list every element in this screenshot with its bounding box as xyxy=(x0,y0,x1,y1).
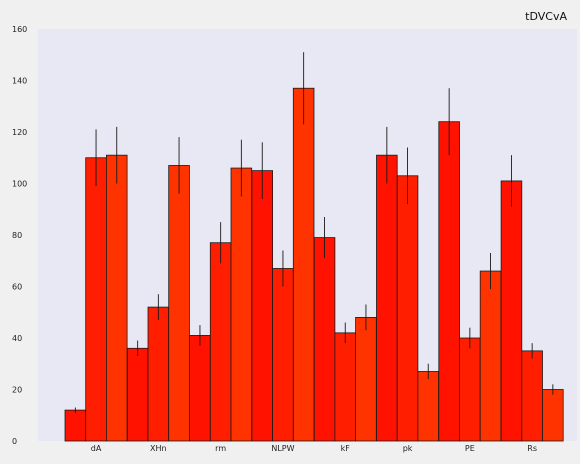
y-tick-label: 60 xyxy=(12,283,22,292)
y-tick-label: 20 xyxy=(12,386,22,395)
y-tick-label: 160 xyxy=(12,25,27,34)
bar xyxy=(542,389,564,442)
x-tick-label: PE xyxy=(465,444,475,453)
x-tick-label: kF xyxy=(341,444,351,453)
x-tick-label: Rs xyxy=(527,444,537,453)
bar xyxy=(189,335,211,442)
y-tick-label: 100 xyxy=(12,180,27,189)
y-tick-label: 40 xyxy=(12,334,22,343)
bar xyxy=(230,167,253,442)
x-tick-label: rm xyxy=(215,444,226,453)
chart-title: tDVCvA xyxy=(525,10,567,23)
bars-group xyxy=(64,87,564,442)
bar xyxy=(85,157,107,442)
bar xyxy=(251,170,273,442)
y-tick-label: 80 xyxy=(12,231,22,240)
y-tick-label: 120 xyxy=(12,128,27,137)
bar xyxy=(106,154,128,442)
bar xyxy=(355,316,377,442)
bar xyxy=(521,350,543,442)
y-axis: 0 20 40 60 80 100 120 140 160 xyxy=(12,25,27,446)
x-tick-label: pk xyxy=(403,444,413,453)
bar xyxy=(438,121,460,442)
y-tick-label: 0 xyxy=(12,437,17,446)
x-tick-label: XHn xyxy=(150,444,167,453)
x-axis: dA XHn rm NLPW kF pk PE Rs xyxy=(91,444,537,453)
bar xyxy=(459,337,481,442)
bar xyxy=(147,306,170,442)
bar xyxy=(313,237,336,442)
bar xyxy=(209,242,232,442)
x-tick-label: dA xyxy=(91,444,102,453)
bar xyxy=(334,332,356,442)
bar xyxy=(64,409,87,442)
bar xyxy=(479,270,502,442)
bar xyxy=(292,87,315,442)
bar xyxy=(272,268,294,442)
bar xyxy=(168,165,190,442)
bar xyxy=(417,371,439,442)
bar xyxy=(376,154,398,442)
bar xyxy=(396,175,419,442)
bar xyxy=(500,180,523,442)
error-bars-group xyxy=(74,52,554,413)
y-tick-label: 140 xyxy=(12,77,27,86)
bar xyxy=(126,347,149,442)
x-tick-label: NLPW xyxy=(271,444,294,453)
